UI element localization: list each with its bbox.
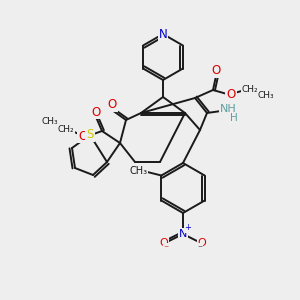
Text: H: H	[230, 113, 238, 123]
Text: O: O	[78, 130, 88, 142]
Text: S: S	[86, 128, 94, 142]
Text: O: O	[92, 106, 100, 118]
Text: N: N	[179, 229, 187, 239]
Text: O: O	[212, 64, 220, 77]
Text: ⁻: ⁻	[164, 244, 169, 254]
Text: O: O	[160, 238, 168, 248]
Text: O: O	[226, 88, 236, 100]
Text: NH: NH	[220, 104, 236, 114]
Text: O: O	[107, 98, 117, 112]
Text: +: +	[184, 224, 191, 232]
Text: N: N	[159, 28, 167, 40]
Text: CH₂: CH₂	[58, 124, 74, 134]
Text: O: O	[198, 238, 206, 248]
Text: CH₃: CH₃	[258, 92, 274, 100]
Text: CH₃: CH₃	[129, 167, 147, 176]
Text: CH₂: CH₂	[242, 85, 258, 94]
Text: ⁻: ⁻	[197, 244, 202, 254]
Text: CH₃: CH₃	[42, 116, 58, 125]
